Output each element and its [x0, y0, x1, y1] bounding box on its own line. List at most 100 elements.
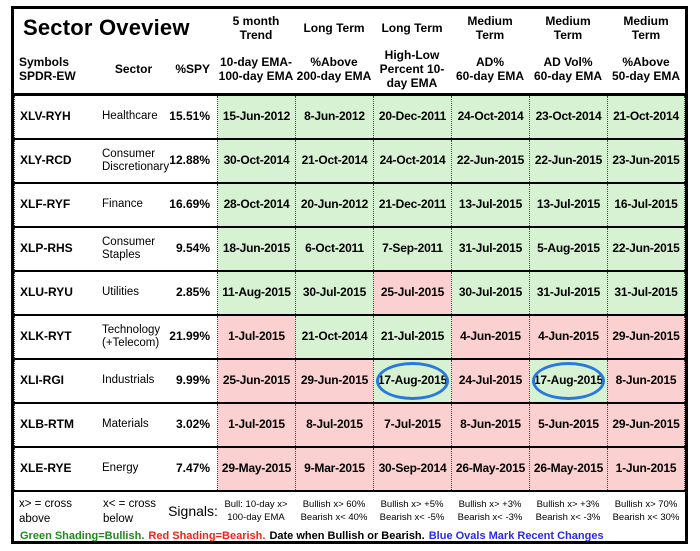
spy-cell: 7.47%: [175, 461, 210, 476]
group-header-long-term-1: Long Term: [303, 20, 365, 35]
signal-date-cell: 6-Oct-2011: [295, 228, 373, 270]
legend-cross-above: x> = cross above: [19, 498, 73, 525]
signal-date-cell: 30-Oct-2014: [217, 140, 295, 182]
signal-date-cell: 22-Jun-2015: [451, 140, 529, 182]
signal-date-cell: 29-Jun-2015: [607, 404, 685, 446]
signal-date-cell: 30-Jul-2015: [451, 272, 529, 314]
column-header-high-low-percent: High-Low Percent 10- day EMA: [379, 48, 445, 90]
signal-date-cell: 21-Dec-2011: [373, 184, 451, 226]
signal-date-cell: 15-Jun-2012: [217, 96, 295, 138]
column-header-above-200day: %Above 200-day EMA: [296, 55, 372, 83]
spy-cell: 9.99%: [175, 373, 210, 388]
column-header-sector: Sector: [114, 62, 153, 77]
signal-date-cell: 21-Oct-2014: [607, 96, 685, 138]
table-row-consumer-discretionary: XLY-RCD Consumer Discretionary 12.88% 30…: [14, 140, 685, 184]
table-row-consumer-staples: XLP-RHS Consumer Staples 9.54% 18-Jun-20…: [14, 228, 685, 272]
sector-cell: Technology (+Telecom): [102, 323, 161, 349]
sector-overview-table: Sector Oveview 5 month Trend Long Term L…: [11, 6, 688, 544]
sector-cell: Materials: [102, 418, 149, 431]
spy-cell: 16.69%: [169, 197, 210, 212]
signal-date-cell: 18-Jun-2015: [217, 228, 295, 270]
signal-rule-high-low: Bullish x> +5% Bearish x< -5%: [379, 499, 445, 523]
spy-cell: 15.51%: [169, 109, 210, 124]
legend-footer: Green Shading=Bullish. Red Shading=Beari…: [14, 530, 685, 542]
signal-date-cell: 8-Jul-2015: [295, 404, 373, 446]
signal-date-cell: 8-Jun-2015: [607, 360, 685, 402]
group-header-5-month-trend: 5 month Trend: [232, 13, 280, 42]
signal-date-cell: 29-Jun-2015: [295, 360, 373, 402]
group-header-medium-term-2: Medium Term: [545, 13, 591, 42]
signal-date-cell: 24-Oct-2014: [373, 140, 451, 182]
signal-date-cell: 13-Jul-2015: [529, 184, 607, 226]
table-row-finance: XLF-RYF Finance 16.69% 28-Oct-2014 20-Ju…: [14, 184, 685, 228]
spy-cell: 2.85%: [175, 285, 210, 300]
symbol-cell: XLF-RYF: [14, 184, 98, 226]
signal-date-cell: 1-Jun-2015: [607, 448, 685, 490]
table-row-healthcare: XLV-RYH Healthcare 15.51% 15-Jun-2012 8-…: [14, 96, 685, 140]
legend-date-note: Date when Bullish or Bearish.: [269, 530, 425, 542]
group-header-medium-term-1: Medium Term: [467, 13, 513, 42]
table-row-energy: XLE-RYE Energy 7.47% 29-May-2015 9-Mar-2…: [14, 448, 685, 492]
sector-cell: Consumer Staples: [102, 235, 156, 261]
column-header-symbols: Symbols SPDR-EW: [19, 55, 76, 83]
column-header-ad-vol: AD Vol% 60-day EMA: [533, 55, 603, 83]
signal-rule-200day: Bullish x> 60% Bearish x< 40%: [300, 499, 368, 523]
signal-rule-50day: Bullish x> 70% Bearish x< 30%: [612, 499, 680, 523]
signal-date-cell: 20-Dec-2011: [373, 96, 451, 138]
signal-date-cell: 5-Aug-2015: [529, 228, 607, 270]
sector-cell: Finance: [102, 198, 143, 211]
signal-date-cell: 29-May-2015: [217, 448, 295, 490]
signals-label: Signals:: [168, 503, 218, 520]
signal-date-cell: 9-Mar-2015: [295, 448, 373, 490]
signal-date-cell: 22-Jun-2015: [607, 228, 685, 270]
symbol-cell: XLI-RGI: [14, 360, 98, 402]
group-header-long-term-2: Long Term: [381, 20, 443, 35]
column-header-row: Symbols SPDR-EW Sector %SPY 10-day EMA- …: [14, 47, 685, 93]
signal-date-cell: 21-Oct-2014: [295, 316, 373, 358]
signal-date-cell: 23-Oct-2014: [529, 96, 607, 138]
signal-date-cell: 7-Sep-2011: [373, 228, 451, 270]
spy-cell: 9.54%: [175, 241, 210, 256]
spy-cell: 12.88%: [169, 153, 210, 168]
signal-date-cell: 30-Sep-2014: [373, 448, 451, 490]
sector-cell: Healthcare: [102, 110, 158, 123]
signal-date-cell: 4-Jun-2015: [529, 316, 607, 358]
symbol-cell: XLY-RCD: [14, 140, 98, 182]
sector-cell: Utilities: [102, 286, 140, 299]
signal-date-cell: 24-Oct-2014: [451, 96, 529, 138]
signal-date-cell: 31-Jul-2015: [529, 272, 607, 314]
signal-date-cell: 26-May-2015: [451, 448, 529, 490]
symbol-cell: XLE-RYE: [14, 448, 98, 490]
group-header-row: Sector Oveview 5 month Trend Long Term L…: [14, 9, 685, 47]
signal-rule-10day-ema: Bull: 10-day x> 100-day EMA: [224, 499, 288, 523]
symbol-cell: XLV-RYH: [14, 96, 98, 138]
signal-date-cell: 1-Jul-2015: [217, 316, 295, 358]
spy-cell: 21.99%: [169, 329, 210, 344]
signal-date-cell: 31-Jul-2015: [607, 272, 685, 314]
legend-green-shading: Green Shading=Bullish.: [20, 530, 145, 542]
sector-cell: Energy: [102, 462, 139, 475]
signal-date-cell: 29-Jun-2015: [607, 316, 685, 358]
signal-date-cell-recent-change: 17-Aug-2015: [529, 360, 607, 402]
table-row-utilities: XLU-RYU Utilities 2.85% 11-Aug-2015 30-J…: [14, 272, 685, 316]
signal-date-cell: 16-Jul-2015: [607, 184, 685, 226]
sector-cell: Industrials: [102, 374, 155, 387]
signal-date-cell: 11-Aug-2015: [217, 272, 295, 314]
column-header-above-50day: %Above 50-day EMA: [611, 55, 681, 83]
signal-date-cell: 31-Jul-2015: [451, 228, 529, 270]
signal-date-cell: 1-Jul-2015: [217, 404, 295, 446]
legend-blue-ovals: Blue Ovals Mark Recent Changes: [428, 530, 604, 542]
sector-cell: Consumer Discretionary: [102, 147, 170, 173]
symbol-cell: XLP-RHS: [14, 228, 98, 270]
table-row-materials: XLB-RTM Materials 3.02% 1-Jul-2015 8-Jul…: [14, 404, 685, 448]
signal-date-cell: 28-Oct-2014: [217, 184, 295, 226]
signal-date-cell: 13-Jul-2015: [451, 184, 529, 226]
signal-date-cell: 22-Jun-2015: [529, 140, 607, 182]
signal-date-cell: 8-Jun-2012: [295, 96, 373, 138]
table-row-technology: XLK-RYT Technology (+Telecom) 21.99% 1-J…: [14, 316, 685, 360]
legend-cross-below: x< = cross below: [103, 498, 157, 525]
page-title: Sector Oveview: [23, 15, 190, 40]
signal-date-cell-recent-change: 17-Aug-2015: [373, 360, 451, 402]
signal-date-cell: 26-May-2015: [529, 448, 607, 490]
signal-date-cell: 25-Jul-2015: [373, 272, 451, 314]
